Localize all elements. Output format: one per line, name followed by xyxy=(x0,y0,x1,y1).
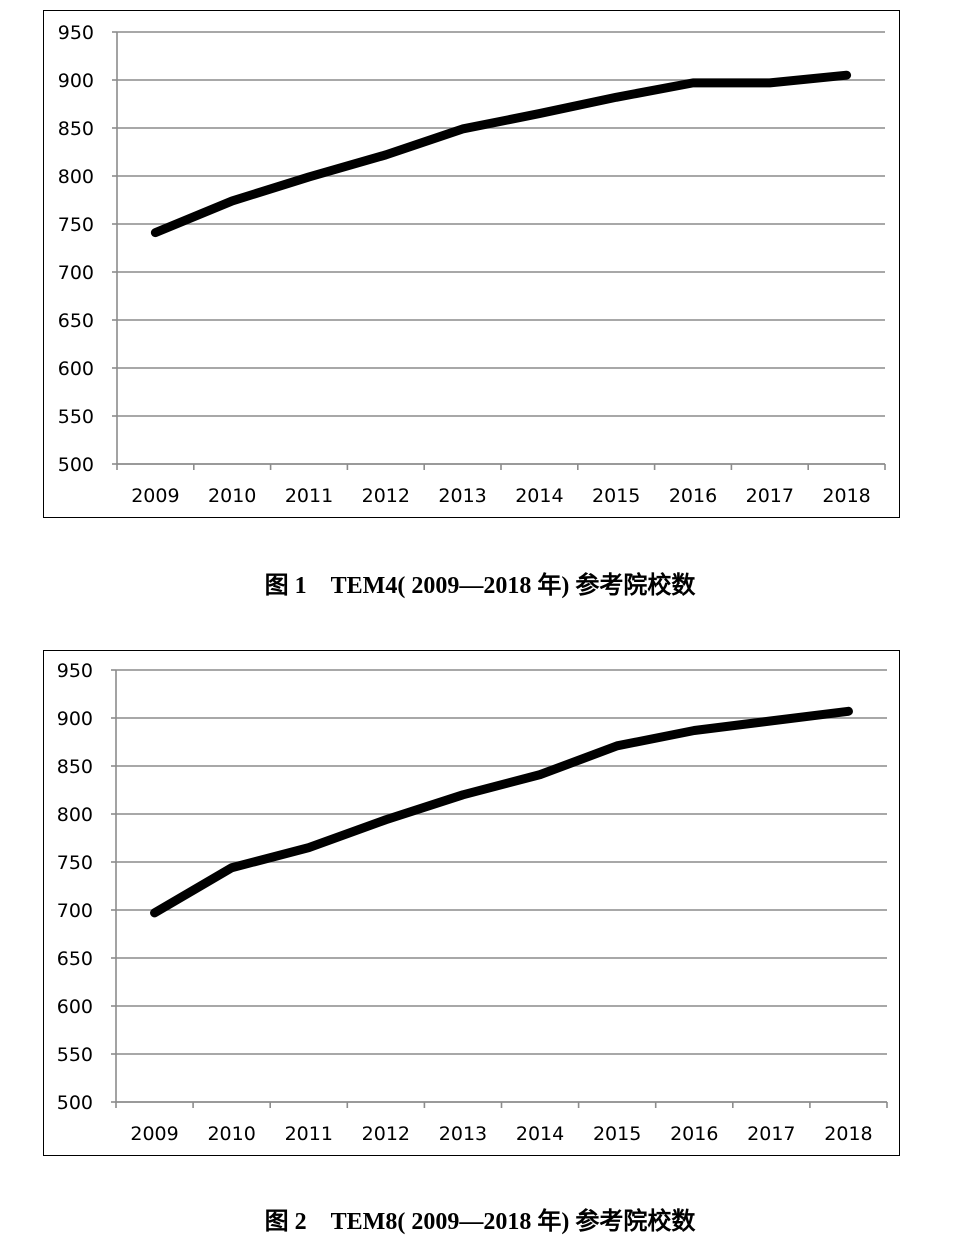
series-line xyxy=(150,706,853,918)
data-point xyxy=(847,710,849,712)
series-line xyxy=(150,70,852,238)
data-point xyxy=(385,154,387,156)
x-tick-label: 2009 xyxy=(130,1123,178,1145)
x-tick-label: 2014 xyxy=(515,485,563,507)
chart-tem8-frame: 500 550 600 650 700 750 800 850 900 950 2009 2010 20… xyxy=(43,650,900,1156)
data-point xyxy=(154,912,156,914)
x-tick-label: 2011 xyxy=(285,1123,333,1145)
y-tick-label: 700 xyxy=(58,262,94,284)
x-tick-label: 2013 xyxy=(438,485,486,507)
y-tick-label: 550 xyxy=(57,1044,93,1066)
x-tick-label: 2010 xyxy=(207,1123,255,1145)
y-tick-label: 650 xyxy=(57,948,93,970)
y-tick-label: 600 xyxy=(57,996,93,1018)
x-tick-label: 2013 xyxy=(439,1123,487,1145)
y-tick-label: 850 xyxy=(58,118,94,140)
data-point xyxy=(385,819,387,821)
figure-1-caption: 图 1 TEM4( 2009—2018 年) 参考院校数 xyxy=(264,573,696,599)
x-tick-label: 2016 xyxy=(669,485,717,507)
y-tick-label: 500 xyxy=(57,1092,93,1114)
x-tick-label: 2017 xyxy=(746,485,794,507)
y-tick-label: 750 xyxy=(57,852,93,874)
x-tick-label: 2012 xyxy=(362,485,410,507)
x-tick-label: 2014 xyxy=(516,1123,564,1145)
data-point xyxy=(231,200,233,202)
x-tick-label: 2012 xyxy=(362,1123,410,1145)
y-tick-label: 650 xyxy=(58,310,94,332)
chart-tem8: 500 550 600 650 700 750 800 850 900 950 2009 2010 20… xyxy=(57,660,888,1145)
x-tick-label: 2018 xyxy=(824,1123,872,1145)
y-tick-label: 800 xyxy=(58,166,94,188)
data-point xyxy=(770,720,772,722)
x-tick-label: 2015 xyxy=(593,1123,641,1145)
data-point xyxy=(846,74,848,76)
data-point xyxy=(615,96,617,98)
y-tick-label: 900 xyxy=(58,70,94,92)
y-tick-label: 500 xyxy=(58,454,94,476)
data-point xyxy=(693,729,695,731)
data-point xyxy=(462,794,464,796)
data-point xyxy=(769,82,771,84)
x-tick-label: 2011 xyxy=(285,485,333,507)
y-tick-label: 800 xyxy=(57,804,93,826)
x-tick-label: 2017 xyxy=(747,1123,795,1145)
data-point xyxy=(616,745,618,747)
chart-tem4-frame: 500 550 600 650 700 750 800 850 900 950 2009 2010 20… xyxy=(43,10,900,518)
data-point xyxy=(308,176,310,178)
x-tick-label: 2009 xyxy=(131,485,179,507)
data-point xyxy=(539,774,541,776)
y-tick-label: 950 xyxy=(58,22,94,44)
x-tick-label: 2015 xyxy=(592,485,640,507)
data-point xyxy=(308,847,310,849)
y-tick-label: 550 xyxy=(58,406,94,428)
x-tick-label: 2018 xyxy=(822,485,870,507)
y-tick-label: 950 xyxy=(57,660,93,682)
y-tick-label: 600 xyxy=(58,358,94,380)
y-tick-label: 850 xyxy=(57,756,93,778)
chart-tem4: 500 550 600 650 700 750 800 850 900 950 2009 2010 20… xyxy=(58,22,886,507)
x-tick-label: 2016 xyxy=(670,1123,718,1145)
data-point xyxy=(692,82,694,84)
data-point xyxy=(231,867,233,869)
figure-2-caption: 图 2 TEM8( 2009—2018 年) 参考院校数 xyxy=(264,1209,696,1235)
y-tick-label: 700 xyxy=(57,900,93,922)
y-tick-label: 750 xyxy=(58,214,94,236)
data-point xyxy=(538,113,540,115)
data-point xyxy=(462,128,464,130)
x-tick-label: 2010 xyxy=(208,485,256,507)
y-tick-label: 900 xyxy=(57,708,93,730)
data-point xyxy=(154,232,156,234)
